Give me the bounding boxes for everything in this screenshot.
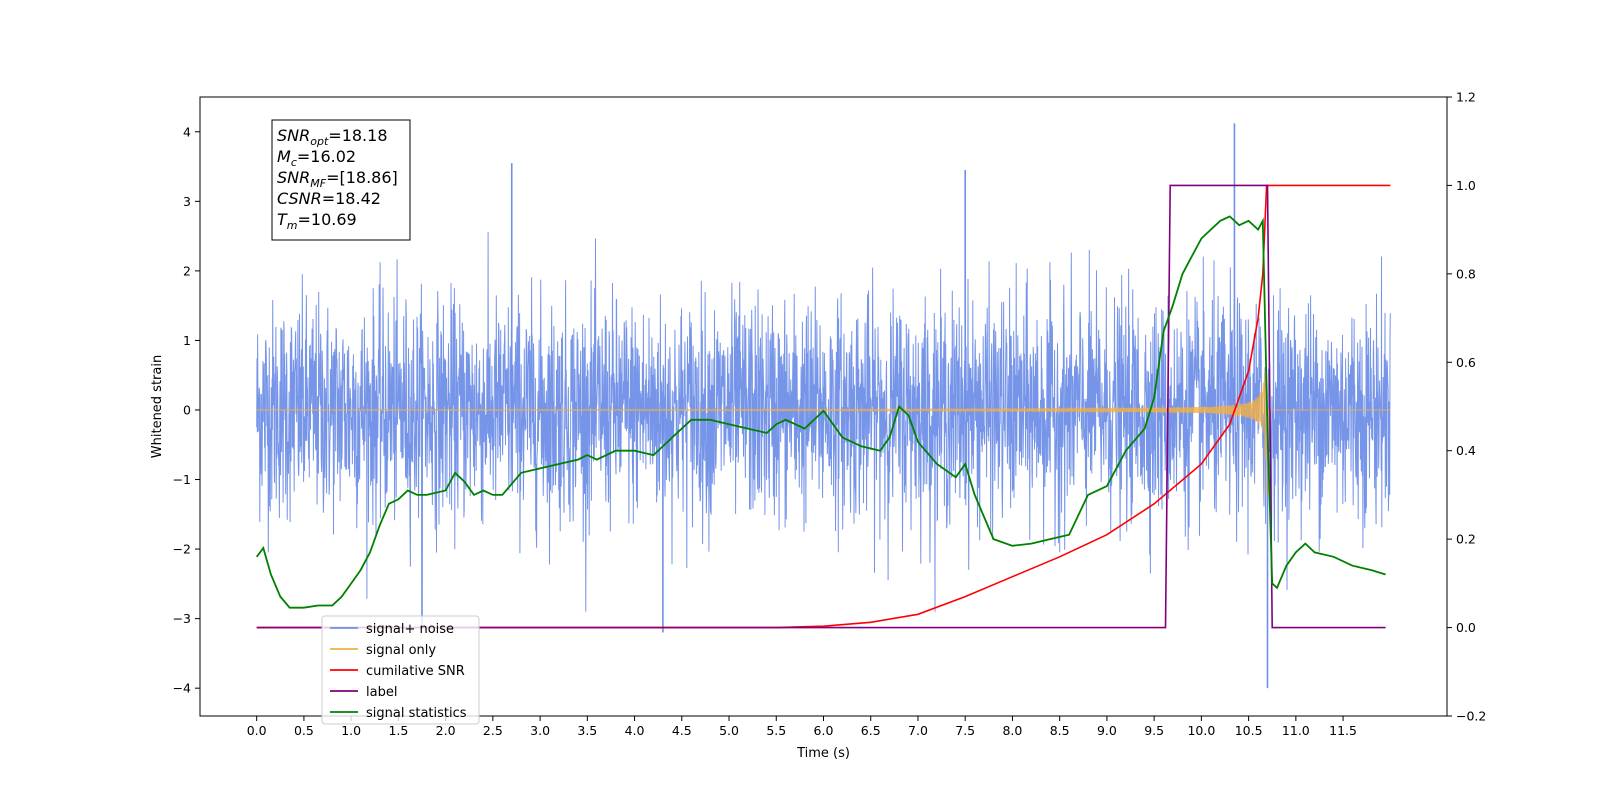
signal-statistics-line [255,215,1386,609]
x-tick-label-3: 1.5 [388,723,408,738]
annotation-subscript-4: m [287,219,298,232]
stats-annotation-box: SNRopt=18.18Mc=16.02SNRMF=[18.86]CSNR=18… [271,119,411,241]
legend-label-0: signal+ noise [366,622,454,637]
x-tick-label-2: 1.0 [341,723,361,738]
annotation-line-2: SNRMF=[18.86] [277,168,398,190]
x-axis-label: Time (s) [796,746,850,761]
y-tick-label-8: −4 [173,681,191,696]
annotation-symbol-2: SNR [277,168,310,187]
x-tick-label-13: 6.5 [861,723,881,738]
signal-noise-line [256,232,1391,612]
annotation-value-3: =18.42 [322,189,381,208]
y-tick-label-0: 4 [183,124,191,139]
x-tick-label-23: 11.5 [1329,723,1357,738]
annotation-line-4: Tm=10.69 [277,210,357,232]
x-tick-label-18: 9.0 [1097,723,1117,738]
x-tick-label-5: 2.5 [483,723,503,738]
legend: signal+ noise signal only cumilative SNR la… [321,615,480,725]
y-axis-left: 4 3 2 1 0 −1 −2 −3 −4 [173,124,200,696]
y-right-tick-label-0: 1.2 [1456,90,1476,105]
annotation-frame [271,119,411,241]
y-right-tick-label-1: 1.0 [1456,178,1476,193]
y-tick-label-1: 3 [183,194,191,209]
legend-label-1: signal only [366,643,436,658]
y-tick-label-7: −3 [173,611,191,626]
x-tick-label-21: 10.5 [1235,723,1263,738]
y-axis-label: Whitened strain [150,355,165,458]
annotation-symbol-0: SNR [277,126,310,145]
x-tick-label-4: 2.0 [436,723,456,738]
annotation-symbol-4: T [277,210,288,229]
x-tick-label-15: 7.5 [955,723,975,738]
y-right-tick-label-5: 0.2 [1456,532,1476,547]
label-line [256,184,1386,629]
signal-only-line [256,372,1391,495]
y-right-tick-label-6: 0.0 [1456,620,1476,635]
y-right-tick-label-3: 0.6 [1456,355,1476,370]
y-tick-label-3: 1 [183,333,191,348]
annotation-value-1: =16.02 [297,147,356,166]
y-tick-label-2: 2 [183,263,191,278]
annotation-line-1: Mc=16.02 [277,147,356,169]
y-tick-label-5: −1 [173,472,191,487]
annotation-value-4: =10.69 [298,210,357,229]
legend-label-3: label [366,685,397,700]
annotation-subscript-1: c [291,156,297,169]
x-tick-label-14: 7.0 [908,723,928,738]
annotation-value-0: =18.18 [328,126,387,145]
annotation-line-3: CSNR=18.42 [277,189,381,208]
x-tick-label-0: 0.0 [247,723,267,738]
x-tick-label-17: 8.5 [1050,723,1070,738]
annotation-value-2: =[18.86] [326,168,398,187]
y-tick-label-6: −2 [173,542,191,557]
y-axis-right: 1.2 1.0 0.8 0.6 0.4 0.2 0.0 −0.2 [1447,90,1486,724]
legend-label-2: cumilative SNR [366,664,465,679]
cumulative-snr-line [256,184,1391,629]
legend-label-4: signal statistics [366,706,467,721]
y-tick-label-4: 0 [183,402,191,417]
x-tick-label-16: 8.0 [1002,723,1022,738]
x-tick-label-22: 11.0 [1282,723,1310,738]
annotation-subscript-0: opt [310,135,329,148]
x-tick-label-9: 4.5 [672,723,692,738]
x-tick-label-20: 10.0 [1187,723,1215,738]
x-tick-label-7: 3.5 [577,723,597,738]
x-tick-label-6: 3.0 [530,723,550,738]
annotation-line-0: SNRopt=18.18 [277,126,388,148]
x-tick-label-19: 9.5 [1144,723,1164,738]
x-tick-label-10: 5.0 [719,723,739,738]
x-axis: 0.0 0.5 1.0 1.5 2.0 2.5 3.0 3.5 4.0 4.5 5.0 5.5 6.0 6… [247,716,1357,738]
legend-frame [321,615,480,725]
annotation-subscript-2: MF [310,177,326,190]
x-tick-label-1: 0.5 [294,723,314,738]
annotation-symbol-1: M [277,147,291,166]
x-tick-label-12: 6.0 [814,723,834,738]
annotation-symbol-3: CSNR [277,189,322,208]
y-right-tick-label-4: 0.4 [1456,443,1476,458]
x-tick-label-11: 5.5 [766,723,786,738]
x-tick-label-8: 4.0 [625,723,645,738]
plot-area [255,123,1391,689]
y-right-tick-label-7: −0.2 [1456,709,1486,724]
y-right-tick-label-2: 0.8 [1456,266,1476,281]
